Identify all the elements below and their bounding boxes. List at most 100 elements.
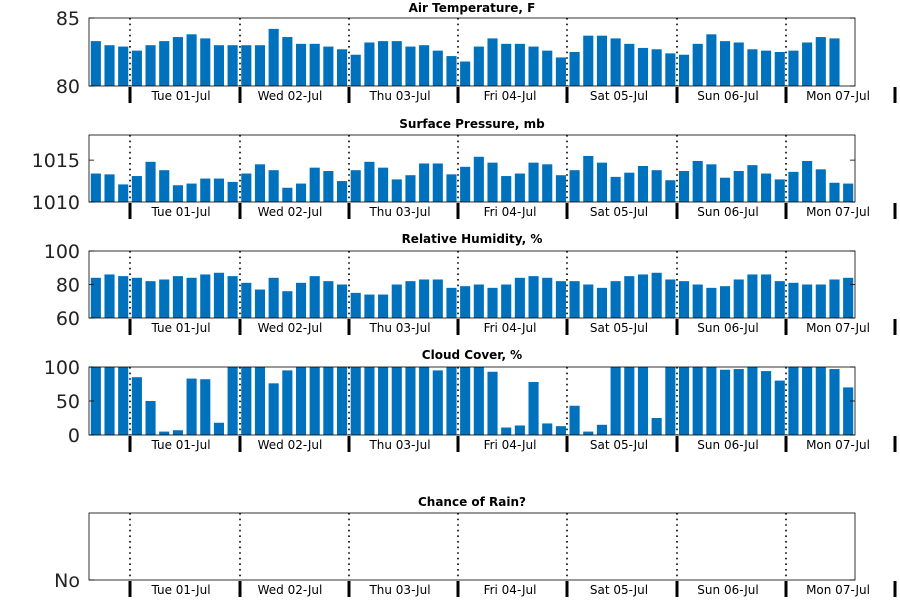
day-tick-mark [784, 319, 788, 335]
bar [213, 45, 225, 86]
bar [364, 161, 375, 202]
x-day-label: Tue 01-Jul [150, 583, 210, 597]
bar [692, 43, 703, 86]
bar [542, 50, 553, 86]
bar [104, 274, 115, 318]
bar [569, 170, 580, 202]
bar [542, 277, 553, 318]
day-tick-mark [565, 203, 569, 219]
bar [460, 286, 471, 318]
bar [596, 287, 608, 318]
bar [761, 274, 772, 318]
bar [295, 183, 307, 202]
bar [665, 367, 676, 435]
bar [610, 281, 621, 318]
bar [774, 380, 785, 435]
bar [446, 367, 457, 435]
x-day-label: Sat 05-Jul [590, 89, 648, 103]
bar [761, 173, 772, 202]
bar [829, 38, 840, 86]
bar [706, 367, 717, 435]
day-tick-mark [238, 203, 242, 219]
x-day-label: Thu 03-Jul [368, 321, 430, 335]
bar [583, 35, 594, 86]
y-tick-label: 80 [56, 76, 80, 98]
panel-title: Cloud Cover, % [422, 348, 522, 362]
bar [583, 155, 594, 202]
bar [774, 52, 785, 86]
day-tick-mark [347, 87, 351, 103]
y-tick-label: 1010 [32, 192, 80, 214]
bar [651, 49, 662, 86]
bar [829, 182, 840, 202]
bar [473, 367, 484, 435]
bar [104, 174, 115, 202]
x-day-label: Mon 07-Jul [806, 438, 870, 452]
y-tick-label: 60 [56, 308, 80, 330]
day-tick-mark [784, 581, 788, 597]
x-day-label: Tue 01-Jul [150, 205, 210, 219]
bar [172, 37, 183, 86]
bar [460, 166, 471, 202]
bar [405, 46, 416, 86]
bar [104, 367, 115, 435]
bar [391, 179, 402, 202]
day-tick-mark [893, 436, 897, 452]
bar [747, 274, 758, 318]
bar [733, 369, 744, 435]
bar [678, 281, 690, 318]
day-tick-mark [675, 581, 679, 597]
bar [815, 367, 826, 435]
bar [350, 54, 361, 86]
bar [419, 45, 430, 86]
bar [90, 173, 101, 202]
bar [706, 287, 717, 318]
bar [432, 370, 443, 435]
day-tick-mark [128, 203, 132, 219]
x-day-label: Sun 06-Jul [697, 89, 758, 103]
bar [596, 35, 608, 86]
panel-title: Relative Humidity, % [402, 232, 543, 246]
day-tick-mark [238, 581, 242, 597]
day-tick-mark [784, 203, 788, 219]
bar [528, 46, 539, 86]
bar [419, 367, 430, 435]
bar [364, 294, 375, 318]
bar [788, 282, 799, 318]
bar [323, 171, 334, 202]
x-day-label: Wed 02-Jul [258, 205, 323, 219]
bar [227, 367, 238, 435]
bar [432, 279, 443, 318]
bar [131, 176, 142, 202]
x-day-label: Wed 02-Jul [258, 321, 323, 335]
x-day-label: Sun 06-Jul [697, 438, 758, 452]
bar [460, 367, 471, 435]
bar [186, 34, 197, 86]
bar [145, 45, 156, 86]
bar [118, 184, 129, 202]
bar [241, 282, 252, 318]
bar [624, 276, 635, 319]
day-tick-mark [347, 581, 351, 597]
day-tick-mark [128, 319, 132, 335]
bar [528, 381, 539, 435]
day-tick-mark [128, 436, 132, 452]
bar [788, 171, 799, 202]
bar [227, 276, 238, 319]
bar [323, 367, 334, 435]
bar [118, 46, 129, 86]
bar [843, 387, 854, 435]
bar [145, 281, 156, 318]
day-tick-mark [456, 581, 460, 597]
bar [145, 401, 156, 435]
bar [706, 34, 717, 86]
y-tick-label: 80 [56, 275, 80, 297]
bar [829, 369, 840, 435]
bar [528, 276, 539, 319]
bar [172, 276, 183, 319]
x-day-label: Tue 01-Jul [150, 89, 210, 103]
bar [843, 183, 854, 202]
bar [501, 427, 512, 435]
day-tick-mark [675, 436, 679, 452]
